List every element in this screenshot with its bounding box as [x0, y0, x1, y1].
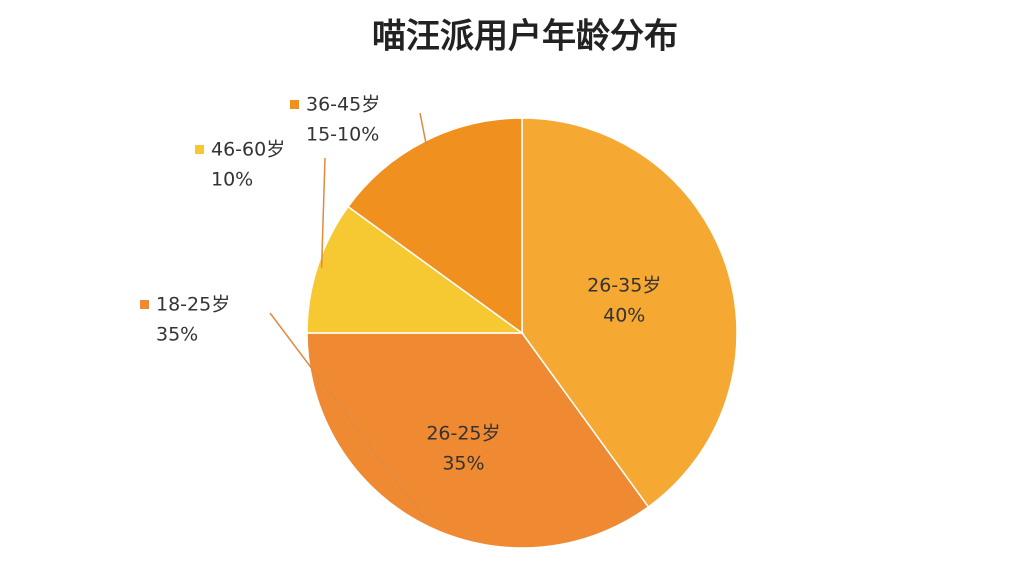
pie-slice [306, 332, 650, 549]
slice-label: 26-35岁 [587, 274, 661, 296]
legend-swatch [140, 300, 149, 309]
slice-label: 26-25岁 [426, 422, 500, 444]
pie-slice [521, 117, 738, 508]
leader-line [419, 112, 428, 146]
outside-value: 15-10% [306, 124, 379, 146]
outside-label: 18-25岁 [156, 294, 230, 316]
chart-title: 喵汪派用户年龄分布 [372, 17, 678, 57]
legend-swatch [195, 145, 204, 154]
pie-slice [347, 117, 523, 335]
leader-line [320, 157, 326, 268]
outside-value: 10% [211, 169, 253, 191]
slice-value: 35% [442, 452, 484, 474]
outside-label: 36-45岁 [306, 94, 380, 116]
slice-value: 40% [603, 304, 645, 326]
outside-value: 35% [156, 324, 198, 346]
outside-label: 46-60岁 [211, 139, 285, 161]
leader-line [269, 312, 427, 522]
legend-swatch [290, 100, 299, 109]
pie-slice [306, 205, 525, 334]
